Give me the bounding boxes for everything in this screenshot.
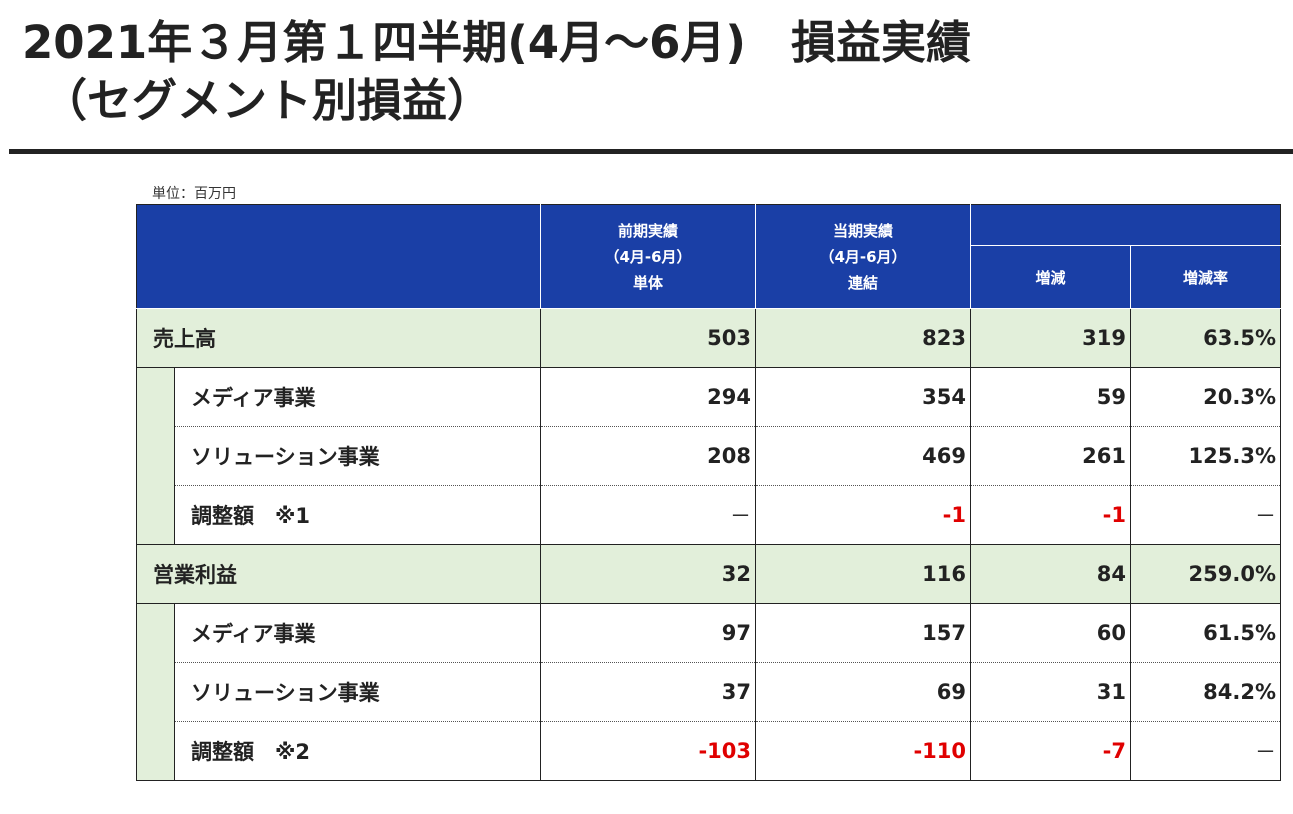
cell-curr: 469	[755, 426, 971, 486]
row-label: 調整額 ※2	[174, 721, 541, 781]
header-prev: 前期実績 （4月-6月） 単体	[540, 204, 756, 309]
table-row: 調整額 ※1 － -1 -1 －	[136, 485, 1281, 545]
cell-prev: －	[540, 485, 756, 545]
header-prev-title: 前期実績	[617, 221, 678, 240]
header-curr-basis: 連結	[847, 273, 878, 292]
header-curr-period: （4月-6月）	[819, 247, 907, 266]
cell-rate: 84.2%	[1130, 662, 1281, 722]
header-change-group	[970, 204, 1281, 246]
row-label: 売上高	[136, 308, 541, 368]
header-prev-period: （4月-6月）	[604, 247, 692, 266]
cell-curr: -110	[755, 721, 971, 781]
cell-rate: －	[1130, 485, 1281, 545]
header-change: 増減	[970, 245, 1131, 309]
table-row: 売上高 503 823 319 63.5%	[136, 308, 1281, 368]
cell-curr: 354	[755, 367, 971, 427]
table-row: ソリューション事業 37 69 31 84.2%	[137, 662, 1281, 722]
cell-change: 261	[970, 426, 1131, 486]
row-label: メディア事業	[174, 603, 541, 663]
cell-change: 319	[970, 308, 1131, 368]
table-row: メディア事業 294 354 59 20.3%	[136, 367, 1281, 545]
cell-rate: 63.5%	[1130, 308, 1281, 368]
row-indent-gutter	[136, 367, 175, 545]
cell-curr: 157	[755, 603, 971, 663]
row-label: 営業利益	[136, 544, 541, 604]
cell-change: 60	[970, 603, 1131, 663]
table-row: 調整額 ※2 -103 -110 -7 －	[137, 721, 1281, 781]
title-line-2: （セグメント別損益）	[42, 74, 493, 127]
cell-change: -7	[970, 721, 1131, 781]
cell-rate: 20.3%	[1130, 367, 1281, 427]
cell-prev: -103	[540, 721, 756, 781]
row-label: 調整額 ※1	[174, 485, 541, 545]
cell-change: 59	[970, 367, 1131, 427]
cell-curr: -1	[755, 485, 971, 545]
cell-rate: 259.0%	[1130, 544, 1281, 604]
cell-rate: 125.3%	[1130, 426, 1281, 486]
unit-label: 単位：百万円	[152, 186, 236, 202]
row-label: ソリューション事業	[174, 662, 541, 722]
row-indent-gutter	[136, 603, 175, 781]
header-curr: 当期実績 （4月-6月） 連結	[755, 204, 971, 309]
row-label: メディア事業	[174, 367, 541, 427]
title-line-1: 2021年３月第１四半期(4月～6月) 損益実績	[22, 16, 972, 69]
cell-change: -1	[970, 485, 1131, 545]
header-prev-basis: 単体	[632, 273, 663, 292]
row-label: ソリューション事業	[174, 426, 541, 486]
cell-prev: 97	[540, 603, 756, 663]
header-curr-title: 当期実績	[832, 221, 893, 240]
cell-curr: 823	[755, 308, 971, 368]
cell-change: 31	[970, 662, 1131, 722]
header-corner	[136, 204, 541, 309]
title-divider	[9, 149, 1293, 154]
cell-prev: 32	[540, 544, 756, 604]
cell-curr: 69	[755, 662, 971, 722]
page-title: 2021年３月第１四半期(4月～6月) 損益実績 （セグメント別損益）	[22, 14, 1282, 130]
cell-prev: 503	[540, 308, 756, 368]
header-change-rate: 増減率	[1130, 245, 1281, 309]
segment-pl-table: 前期実績 （4月-6月） 単体 当期実績 （4月-6月） 連結 増減 増減率 売…	[136, 204, 1281, 781]
cell-change: 84	[970, 544, 1131, 604]
cell-prev: 37	[540, 662, 756, 722]
cell-prev: 294	[540, 367, 756, 427]
cell-rate: 61.5%	[1130, 603, 1281, 663]
cell-prev: 208	[540, 426, 756, 486]
cell-rate: －	[1130, 721, 1281, 781]
table-row: メディア事業 97 157 60 61.5%	[136, 603, 1281, 781]
cell-curr: 116	[755, 544, 971, 604]
table-row: ソリューション事業 208 469 261 125.3%	[137, 426, 1281, 486]
table-row: 営業利益 32 116 84 259.0%	[136, 544, 1281, 604]
